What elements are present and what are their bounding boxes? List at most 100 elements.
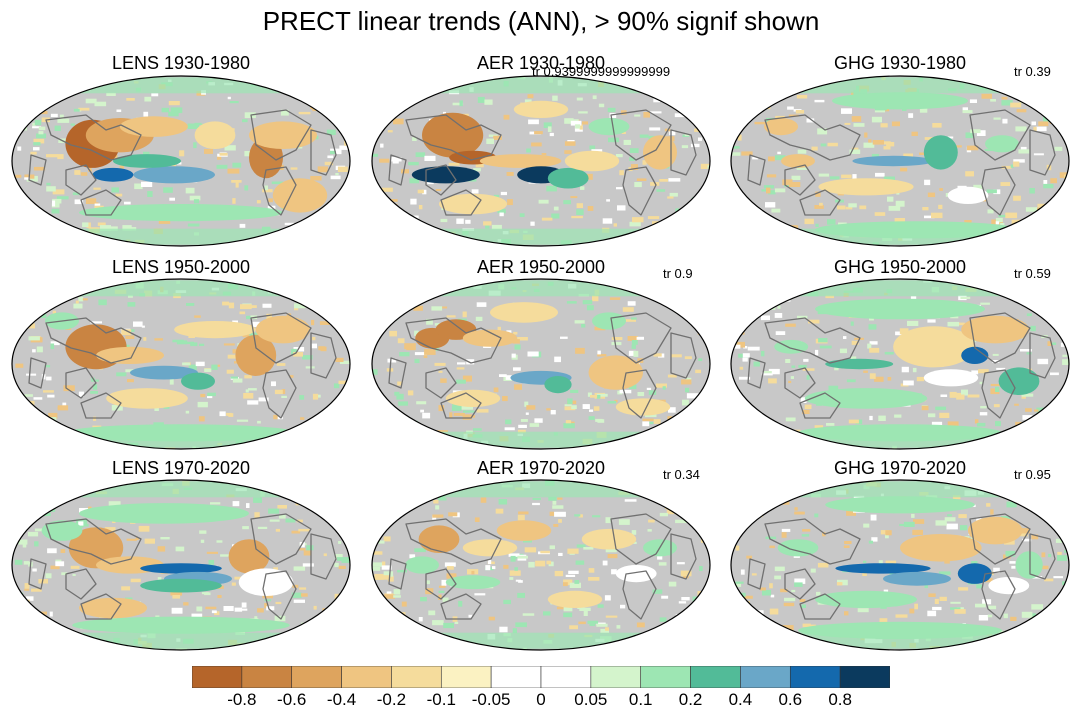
coastline <box>80 593 122 620</box>
trend-cell <box>736 417 743 422</box>
trend-cell <box>1025 625 1030 631</box>
trend-region <box>893 326 975 368</box>
trend-cell <box>526 148 531 153</box>
trend-cell <box>1033 286 1037 289</box>
trend-cell <box>396 393 404 400</box>
coastline <box>1029 533 1056 580</box>
trend-cell <box>296 519 303 523</box>
colorbar <box>192 666 890 688</box>
trend-cell <box>790 376 794 379</box>
trend-cell <box>553 206 559 211</box>
trend-cell <box>293 566 306 571</box>
trend-cell <box>338 505 347 508</box>
trend-cell <box>455 379 466 384</box>
trend-cell <box>668 407 676 413</box>
trend-cell <box>295 229 302 236</box>
trend-cell <box>590 395 598 398</box>
trend-cell <box>919 152 929 155</box>
trend-cell <box>563 582 568 587</box>
trend-cell <box>254 512 260 518</box>
trend-cell <box>843 336 847 339</box>
trend-cell <box>993 567 1000 573</box>
trend-cell <box>582 404 590 409</box>
trend-cell <box>63 285 76 291</box>
trend-cell <box>591 149 603 153</box>
trend-cell <box>276 363 286 366</box>
coastline <box>981 570 1016 620</box>
trend-cell <box>497 326 501 331</box>
trend-cell <box>90 321 102 324</box>
trend-cell <box>784 597 796 602</box>
trend-cell <box>888 205 901 211</box>
trend-cell <box>498 499 508 505</box>
trend-cell <box>589 145 596 150</box>
coastline <box>405 518 502 565</box>
trend-cell <box>570 120 582 126</box>
map-lens-1970-2020 <box>11 479 351 651</box>
trend-cell <box>414 352 427 356</box>
trend-cell <box>458 600 463 607</box>
trend-cell <box>446 315 456 318</box>
trend-cell <box>1006 501 1017 508</box>
trend-cell <box>25 604 29 608</box>
trend-cell <box>755 437 759 441</box>
trend-cell <box>383 575 391 580</box>
trend-cell <box>974 419 979 424</box>
trend-cell <box>1063 448 1069 449</box>
trend-cell <box>671 354 682 358</box>
colorbar-swatch-0 <box>192 666 243 688</box>
trend-cell <box>286 638 293 645</box>
trend-cell <box>706 219 710 224</box>
trend-cell <box>589 623 596 626</box>
trend-cell <box>685 387 690 393</box>
trend-cell <box>848 419 859 424</box>
trend-cell <box>578 621 586 625</box>
trend-cell <box>294 303 306 309</box>
trend-cell <box>996 367 1006 370</box>
trend-cell <box>868 139 872 143</box>
trend-cell <box>257 420 261 424</box>
trend-cell <box>772 632 782 638</box>
trend-cell <box>698 358 703 361</box>
trend-cell <box>845 206 853 210</box>
trend-cell <box>335 211 347 217</box>
trend-cell <box>822 442 828 448</box>
trend-cell <box>564 118 574 124</box>
trend-cell <box>78 521 84 526</box>
trend-cell <box>908 113 914 118</box>
trend-cell <box>437 497 447 501</box>
trend-cell <box>1020 146 1027 150</box>
trend-cell <box>611 337 623 341</box>
trend-cell <box>543 611 551 616</box>
trend-cell <box>126 98 135 101</box>
trend-cell <box>312 336 316 341</box>
trend-cell <box>373 76 378 80</box>
coastline <box>440 392 482 419</box>
trend-cell <box>596 394 601 399</box>
trend-cell <box>567 548 579 554</box>
polar-trend-band <box>12 228 350 245</box>
trend-cell <box>769 583 773 589</box>
trend-cell <box>298 528 310 532</box>
trend-cell <box>1067 82 1069 89</box>
colorbar-label-9: 0.2 <box>678 690 703 709</box>
trend-cell <box>739 487 747 491</box>
trend-cell <box>206 551 218 554</box>
trend-cell <box>987 209 994 214</box>
trend-cell <box>264 185 268 191</box>
map-lens-1950-2000 <box>11 278 351 450</box>
trend-region <box>490 302 558 323</box>
trend-cell <box>397 222 404 226</box>
trend-cell <box>690 408 699 411</box>
trend-cell <box>939 596 947 601</box>
trend-cell <box>811 146 818 151</box>
trend-cell <box>313 605 317 610</box>
trend-region <box>883 571 951 586</box>
trend-cell <box>413 305 423 311</box>
map-outline <box>11 479 351 651</box>
trend-cell <box>429 76 436 82</box>
trend-cell <box>1055 538 1067 543</box>
trend-cell <box>512 628 517 634</box>
trend-cell <box>732 84 738 89</box>
trend-cell <box>649 127 661 131</box>
